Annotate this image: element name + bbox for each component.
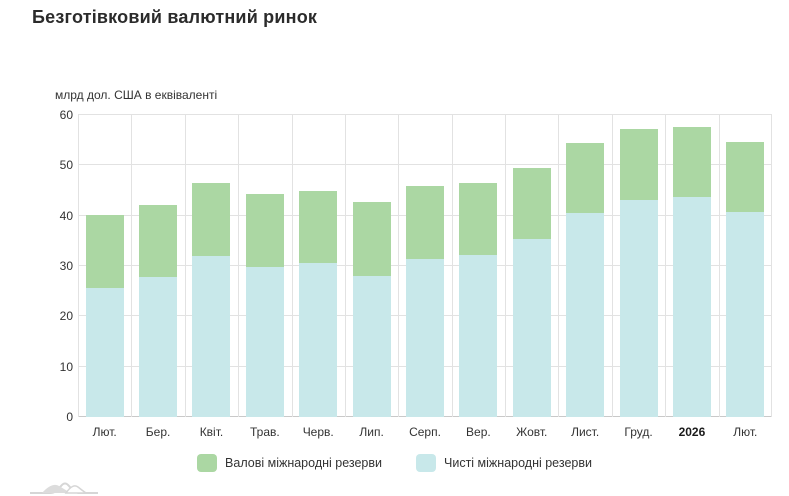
legend-swatch-gross <box>197 454 218 472</box>
gridline-x-11 <box>665 115 666 417</box>
bar-net-Вер.[interactable] <box>459 255 498 417</box>
y-tick-label-20: 20 <box>59 309 73 324</box>
y-tick-label-50: 50 <box>59 158 73 173</box>
bar-net-Серп.[interactable] <box>405 259 444 417</box>
x-axis: Лют. Бер. Квіт. Трав. Черв. Лип. Серп. Вер. Жовт… <box>78 425 772 445</box>
bar-column-Трав. <box>238 115 291 417</box>
x-tick-label-Трав.: Трав. <box>249 425 280 439</box>
x-tick-label-Вер.: Вер. <box>466 425 491 439</box>
bar-column-Квіт. <box>185 115 238 417</box>
y-tick-label-40: 40 <box>59 208 73 223</box>
bar-column-Лют. <box>719 115 772 417</box>
gridline-x-12 <box>719 115 720 417</box>
gridline-x-0 <box>78 115 79 417</box>
bar-net-Бер.[interactable] <box>139 277 178 417</box>
bar-net-Жовт.[interactable] <box>512 239 551 417</box>
bar-column-Черв. <box>292 115 345 417</box>
x-tick-label-Лют.: Лют. <box>733 425 758 439</box>
bar-column-Лист. <box>558 115 611 417</box>
legend-label-net: Чисті міжнародні резерви <box>444 456 592 470</box>
bar-net-Лют.[interactable] <box>726 211 765 417</box>
chart-legend: Валові міжнародні резерви Чисті міжнародн… <box>0 454 789 472</box>
x-tick-label-Груд.: Груд. <box>624 425 653 439</box>
y-tick-label-30: 30 <box>59 259 73 273</box>
y-axis: 0 10 20 30 40 50 60 <box>0 108 73 424</box>
gridline-y-60 <box>78 114 772 115</box>
gridline-x-3 <box>238 115 239 417</box>
bar-net-Трав.[interactable] <box>245 267 284 417</box>
page-title: Безготівковий валютний ринок <box>32 7 318 27</box>
bar-column-Бер. <box>131 115 184 417</box>
x-tick-label-Лип.: Лип. <box>359 425 384 439</box>
x-tick-label-Серп.: Серп. <box>409 425 441 439</box>
gridline-x-6 <box>398 115 399 417</box>
plot-area <box>78 114 772 417</box>
gridline-y-50 <box>78 164 772 166</box>
x-tick-label-Черв.: Черв. <box>302 425 334 439</box>
y-tick-label-60: 60 <box>59 108 73 122</box>
gridline-x-1 <box>131 115 132 417</box>
bar-net-Лип.[interactable] <box>352 275 391 417</box>
legend-item-net[interactable]: Чисті міжнародні резерви <box>416 454 592 472</box>
bar-net-Груд.[interactable] <box>619 200 658 417</box>
gridline-x-10 <box>612 115 613 417</box>
x-tick-label-Бер.: Бер. <box>145 425 171 439</box>
y-axis-unit-label: млрд дол. США в еквіваленті <box>55 88 218 102</box>
bar-net-Лют.[interactable] <box>85 288 124 417</box>
bar-column-2026 <box>665 115 718 417</box>
x-tick-label-Лют.: Лют. <box>92 425 117 439</box>
x-tick-label-Лист.: Лист. <box>571 425 600 439</box>
bar-column-Вер. <box>452 115 505 417</box>
gridline-x-2 <box>185 115 186 417</box>
bar-net-Черв.[interactable] <box>299 263 338 417</box>
y-tick-label-0: 0 <box>66 410 73 424</box>
gridline-x-9 <box>558 115 559 417</box>
gridline-x-5 <box>345 115 346 417</box>
legend-swatch-net <box>416 454 437 472</box>
x-tick-label-Квіт.: Квіт. <box>199 425 224 439</box>
bar-column-Лют. <box>78 115 131 417</box>
bar-net-2026[interactable] <box>672 196 711 417</box>
bar-net-Лист.[interactable] <box>566 213 605 417</box>
bar-column-Жовт. <box>505 115 558 417</box>
gridline-x-13 <box>771 115 772 417</box>
legend-label-gross: Валові міжнародні резерви <box>225 456 383 470</box>
bar-net-Квіт.[interactable] <box>192 255 231 417</box>
gridline-x-4 <box>292 115 293 417</box>
bar-column-Груд. <box>612 115 665 417</box>
gridline-x-7 <box>452 115 453 417</box>
x-tick-label-Жовт.: Жовт. <box>516 425 548 439</box>
gridline-x-8 <box>505 115 506 417</box>
bar-column-Серп. <box>398 115 451 417</box>
legend-item-gross[interactable]: Валові міжнародні резерви <box>197 454 382 472</box>
bar-column-Лип. <box>345 115 398 417</box>
y-tick-label-10: 10 <box>59 359 73 374</box>
x-tick-label-2026: 2026 <box>678 425 706 439</box>
waves-logo-icon <box>30 482 98 494</box>
